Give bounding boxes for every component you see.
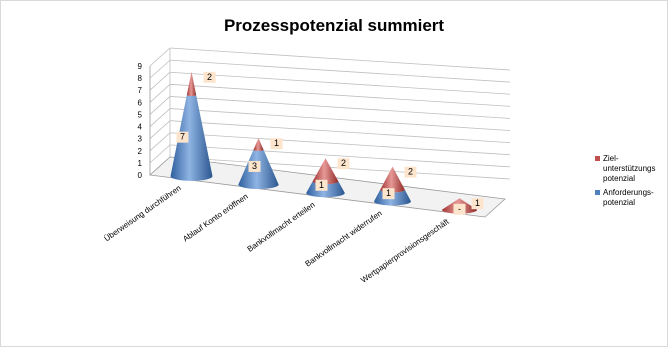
legend-label: Anforderungs- potenzial [603, 188, 654, 207]
data-label-anforderung-bg [382, 188, 395, 200]
y-tick-label: 0 [138, 171, 143, 180]
legend-item-anforderung: Anforderungs- potenzial [595, 188, 667, 208]
gridline [169, 59, 511, 83]
y-tick-label: 5 [138, 110, 143, 119]
data-label-ziel-bg [203, 71, 216, 83]
legend-item-ziel: Ziel- unterstützungs potenzial [595, 154, 667, 184]
cone-ziel [253, 138, 264, 151]
data-label-anforderung: 3 [252, 161, 257, 171]
x-tick-label: Überweisung durchführen [102, 183, 182, 243]
gridline [149, 144, 171, 164]
legend-swatch-red [595, 156, 600, 161]
legend-label: Ziel- unterstützungs potenzial [603, 154, 656, 183]
x-tick-label: Bankvollmacht erteilen [246, 200, 317, 254]
gridline [149, 132, 171, 152]
data-label-ziel-bg [471, 198, 484, 210]
legend: Ziel- unterstützungs potenzial Anforderu… [595, 154, 667, 212]
chart-title: Prozesspotenzial summiert [223, 16, 445, 35]
x-tick-label: Wertpapierprovisionsgeschäft [359, 217, 451, 285]
data-label-anforderung-bg [248, 160, 261, 172]
y-tick-label: 4 [138, 123, 143, 132]
cone-ziel [380, 166, 405, 193]
y-tick-label: 9 [138, 62, 143, 71]
gridline [149, 108, 171, 127]
gridline [169, 47, 511, 71]
data-label-ziel-bg [270, 138, 283, 150]
data-label-anforderung: 1 [319, 180, 324, 190]
gridline [169, 120, 511, 144]
gridline [149, 47, 171, 67]
data-label-anforderung-bg [315, 179, 328, 191]
data-label-ziel: 2 [408, 167, 413, 177]
data-label-anforderung: 7 [180, 132, 185, 142]
gridline [169, 144, 511, 168]
data-label-ziel: 2 [207, 72, 212, 82]
y-tick-label: 8 [138, 74, 143, 83]
y-tick-label: 3 [138, 135, 143, 144]
data-label-anforderung: 1 [386, 188, 391, 198]
data-label-ziel: 1 [475, 198, 480, 208]
y-tick-label: 6 [138, 98, 143, 107]
gridline [149, 71, 171, 91]
x-tick-label: Bankvollmacht widerrufen [303, 209, 383, 269]
cone-anforderung [170, 95, 213, 181]
x-tick-label: Ablauf Konto eröffnen [181, 192, 249, 244]
data-label-anforderung: - [458, 204, 461, 214]
data-label-ziel: 1 [274, 138, 279, 148]
gridline [169, 71, 511, 95]
data-label-anforderung-bg [453, 203, 466, 215]
data-labels: 2 7 1 3 2 1 2 1 1 - [176, 71, 484, 215]
gridline [149, 59, 171, 79]
data-label-ziel-bg [337, 158, 350, 170]
data-label-anforderung-bg [176, 131, 189, 143]
gridline [149, 84, 171, 103]
cone-ziel [312, 158, 339, 185]
gridline [169, 108, 511, 131]
data-label-ziel: 2 [341, 158, 346, 168]
data-label-ziel-bg [404, 166, 417, 178]
gridline [149, 120, 171, 139]
gridline [149, 96, 171, 115]
gridline [169, 132, 511, 156]
y-axis: 0 1 2 3 4 5 6 7 8 9 [138, 62, 143, 180]
gridline [169, 83, 511, 107]
legend-swatch-blue [595, 190, 600, 195]
y-tick-label: 1 [138, 159, 143, 168]
y-tick-label: 7 [138, 86, 143, 95]
y-tick-label: 2 [138, 147, 143, 156]
cone-ziel [186, 71, 197, 97]
gridline [169, 96, 511, 119]
